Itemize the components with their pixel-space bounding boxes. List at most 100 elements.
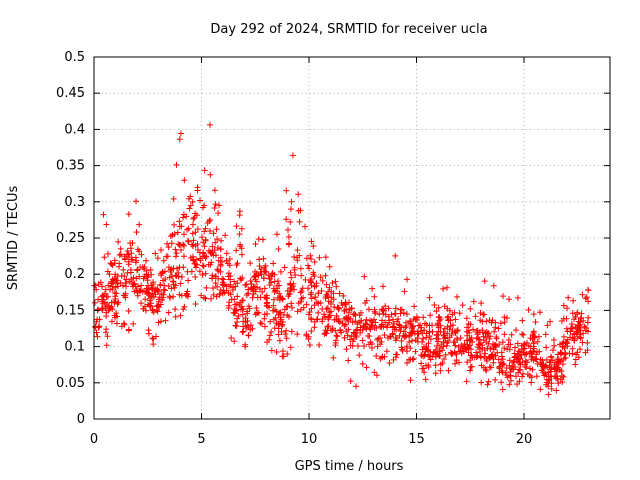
data-point bbox=[144, 274, 151, 281]
data-point bbox=[158, 247, 165, 254]
data-point bbox=[98, 293, 105, 300]
data-point bbox=[219, 275, 226, 282]
data-point bbox=[102, 304, 109, 311]
data-point bbox=[518, 342, 525, 349]
data-point bbox=[542, 363, 549, 370]
data-point bbox=[134, 267, 141, 274]
data-point bbox=[423, 343, 430, 350]
data-point bbox=[454, 293, 461, 300]
data-point bbox=[287, 269, 294, 276]
data-point bbox=[243, 281, 250, 288]
data-point bbox=[443, 342, 450, 349]
data-point bbox=[401, 334, 408, 341]
data-point bbox=[363, 316, 370, 323]
data-point bbox=[269, 270, 276, 277]
data-point bbox=[522, 357, 529, 364]
data-point bbox=[418, 360, 425, 367]
data-point bbox=[201, 167, 208, 174]
data-point bbox=[159, 296, 166, 303]
data-point bbox=[281, 306, 288, 313]
data-point bbox=[501, 331, 508, 338]
data-point bbox=[436, 352, 443, 359]
data-point bbox=[357, 324, 364, 331]
data-point bbox=[263, 268, 270, 275]
data-point bbox=[266, 304, 273, 311]
data-point bbox=[579, 339, 586, 346]
data-point bbox=[412, 348, 419, 355]
data-point bbox=[196, 268, 203, 275]
data-point bbox=[383, 348, 390, 355]
data-point bbox=[285, 313, 292, 320]
data-point bbox=[297, 265, 304, 272]
data-point bbox=[543, 344, 550, 351]
data-point bbox=[568, 320, 575, 327]
data-point bbox=[335, 318, 342, 325]
data-point bbox=[146, 297, 153, 304]
data-point bbox=[435, 328, 442, 335]
data-point bbox=[519, 317, 526, 324]
data-point bbox=[138, 282, 145, 289]
data-point bbox=[266, 275, 273, 282]
data-point bbox=[303, 332, 310, 339]
data-point bbox=[133, 229, 140, 236]
data-point bbox=[321, 311, 328, 318]
data-point bbox=[210, 285, 217, 292]
data-point bbox=[275, 245, 282, 252]
data-point bbox=[181, 231, 188, 238]
data-point bbox=[343, 306, 350, 313]
data-point bbox=[192, 273, 199, 280]
data-point bbox=[150, 279, 157, 286]
data-point bbox=[104, 250, 111, 257]
data-point bbox=[130, 274, 137, 281]
data-point bbox=[326, 263, 333, 270]
data-point bbox=[520, 331, 527, 338]
data-point bbox=[217, 246, 224, 253]
data-point bbox=[501, 319, 508, 326]
data-point bbox=[91, 299, 98, 306]
data-point bbox=[444, 330, 451, 337]
data-point bbox=[371, 293, 378, 300]
data-point bbox=[194, 246, 201, 253]
data-point bbox=[307, 291, 314, 298]
data-point bbox=[338, 329, 345, 336]
data-point bbox=[307, 252, 314, 259]
data-point bbox=[260, 275, 267, 282]
data-point bbox=[258, 266, 265, 273]
data-point bbox=[296, 218, 303, 225]
data-point bbox=[206, 218, 213, 225]
data-point bbox=[149, 335, 156, 342]
data-point bbox=[576, 331, 583, 338]
data-point bbox=[273, 320, 280, 327]
data-point bbox=[233, 323, 240, 330]
data-point bbox=[207, 249, 214, 256]
data-point bbox=[333, 283, 340, 290]
data-point bbox=[385, 335, 392, 342]
data-point bbox=[341, 323, 348, 330]
data-point bbox=[108, 318, 115, 325]
data-point bbox=[541, 372, 548, 379]
y-tick-label: 0.25 bbox=[56, 231, 85, 246]
data-point bbox=[564, 305, 571, 312]
data-point bbox=[333, 332, 340, 339]
data-point bbox=[345, 357, 352, 364]
data-point bbox=[147, 266, 154, 273]
data-point bbox=[356, 352, 363, 359]
data-point bbox=[261, 285, 268, 292]
data-point bbox=[298, 272, 305, 279]
data-point bbox=[104, 293, 111, 300]
data-point bbox=[172, 313, 179, 320]
data-point bbox=[201, 228, 208, 235]
data-point bbox=[205, 247, 212, 254]
data-point bbox=[180, 211, 187, 218]
data-point bbox=[217, 290, 224, 297]
data-point bbox=[349, 338, 356, 345]
data-point bbox=[577, 346, 584, 353]
data-point bbox=[217, 254, 224, 261]
data-point bbox=[329, 279, 336, 286]
data-point bbox=[479, 329, 486, 336]
data-point bbox=[306, 341, 313, 348]
data-point bbox=[487, 333, 494, 340]
data-point bbox=[516, 360, 523, 367]
x-tick-label: 5 bbox=[197, 432, 205, 447]
data-point bbox=[549, 357, 556, 364]
